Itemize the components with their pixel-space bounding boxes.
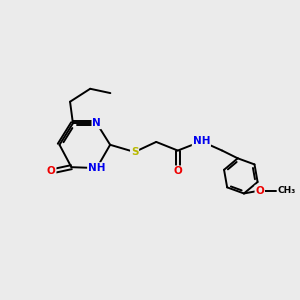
Text: NH: NH [88,163,106,173]
Text: O: O [47,167,56,176]
Text: CH₃: CH₃ [277,186,295,195]
Text: N: N [92,118,101,128]
Text: O: O [255,186,264,196]
Text: S: S [131,147,138,157]
Text: O: O [173,166,182,176]
Text: NH: NH [193,136,210,146]
